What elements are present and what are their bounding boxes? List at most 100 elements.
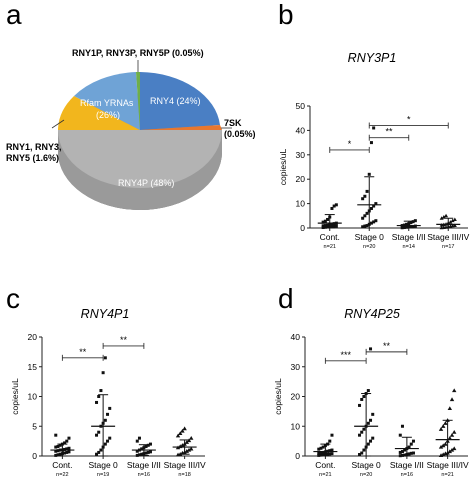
- y-tick-label: 0: [295, 451, 300, 461]
- data-point: [65, 447, 69, 451]
- data-point: [330, 433, 334, 437]
- data-point: [447, 406, 453, 410]
- data-point: [56, 453, 60, 457]
- data-point: [449, 397, 455, 402]
- data-point: [326, 452, 330, 456]
- data-point: [452, 388, 457, 393]
- data-point: [330, 452, 334, 456]
- data-point: [372, 204, 376, 208]
- data-point: [358, 453, 362, 457]
- data-point: [452, 430, 457, 434]
- data-point: [372, 126, 376, 130]
- data-point: [54, 449, 58, 453]
- data-point: [371, 412, 375, 416]
- data-point: [444, 213, 449, 218]
- data-point: [400, 450, 404, 454]
- data-point: [409, 442, 413, 446]
- data-point: [330, 206, 334, 210]
- pie-label-rny4: RNY4 (24%): [150, 96, 201, 106]
- data-point: [108, 406, 112, 410]
- x-tick-label: Stage 0: [88, 460, 118, 470]
- data-point: [360, 397, 364, 401]
- data-point: [441, 443, 446, 448]
- y-tick-label: 40: [291, 332, 301, 342]
- y-tick-label: 30: [291, 362, 301, 372]
- data-point: [365, 211, 369, 215]
- y-tick-label: 10: [296, 199, 306, 209]
- x-tick-label: Stage III/IV: [164, 460, 206, 470]
- data-point: [99, 448, 103, 452]
- panel-b-plot: RNY3P1 0 10 20 30 40 50 copies/uL Cont. n=21 Stage…: [278, 51, 470, 250]
- y-tick-label: 10: [291, 421, 301, 431]
- data-point: [360, 430, 364, 434]
- pie-chart: RNY1P, RNY3P, RNY5P (0.05%) RNY4 (24%) 7…: [6, 48, 256, 210]
- data-point: [54, 433, 58, 437]
- data-point: [189, 435, 194, 440]
- x-tick-label: Cont.: [52, 460, 72, 470]
- y-tick-label: 5: [32, 421, 37, 431]
- data-point: [67, 436, 71, 440]
- y-axis-label: copies/uL: [10, 378, 20, 415]
- x-tick-label: Stage 0: [351, 460, 381, 470]
- data-point: [135, 439, 139, 443]
- data-point: [369, 439, 373, 443]
- n-label: n=20: [360, 472, 372, 478]
- data-point: [67, 446, 71, 450]
- data-point: [180, 428, 185, 433]
- panel-letter-a: a: [6, 0, 22, 30]
- n-label: n=18: [178, 472, 190, 478]
- data-point: [332, 204, 336, 208]
- data-point: [323, 225, 327, 229]
- data-point: [407, 445, 411, 449]
- n-label: n=16: [401, 472, 413, 478]
- data-point: [106, 439, 110, 443]
- data-point: [321, 450, 325, 454]
- data-point: [323, 219, 327, 223]
- data-point: [360, 451, 364, 455]
- data-point: [407, 452, 411, 456]
- data-point: [363, 214, 367, 218]
- data-point: [54, 445, 58, 449]
- data-point: [184, 440, 190, 444]
- data-point: [358, 403, 362, 407]
- panel-title: RNY3P1: [348, 51, 397, 65]
- data-point: [137, 453, 141, 457]
- pie-label-rfam: Rfam YRNAs (26%): [80, 98, 136, 120]
- pie-label-rny135-line1: RNY1, RNY3,: [6, 142, 62, 152]
- data-point: [178, 431, 183, 435]
- data-point: [398, 450, 402, 454]
- data-point: [146, 443, 150, 447]
- data-point: [56, 444, 60, 448]
- data-point: [101, 371, 105, 375]
- significance-label: **: [383, 341, 391, 351]
- data-point: [65, 450, 69, 454]
- data-point: [439, 216, 444, 220]
- data-point: [97, 430, 101, 434]
- data-point: [321, 224, 325, 228]
- pie-label-7sk-line2: (0.05%): [224, 129, 256, 139]
- x-tick-label: Stage 0: [355, 232, 385, 242]
- data-point: [67, 450, 71, 454]
- data-point: [330, 225, 334, 229]
- panel-title: RNY4P25: [344, 307, 400, 321]
- data-point: [409, 225, 413, 229]
- data-point: [361, 197, 365, 201]
- data-point: [328, 449, 332, 453]
- y-tick-label: 50: [296, 101, 306, 111]
- data-point: [140, 452, 144, 456]
- data-point: [334, 203, 338, 207]
- data-point: [144, 451, 148, 455]
- pie-slice-rfam: [74, 72, 140, 130]
- data-point: [438, 444, 444, 449]
- data-point: [317, 447, 321, 451]
- data-point: [411, 451, 415, 455]
- significance-label: **: [79, 347, 87, 357]
- data-point: [334, 224, 338, 228]
- data-point: [438, 427, 444, 431]
- data-point: [398, 433, 402, 437]
- data-point: [63, 451, 67, 455]
- n-label: n=21: [319, 472, 331, 478]
- data-point: [189, 446, 194, 451]
- data-point: [372, 220, 376, 224]
- pie-label-rny135: RNY1, RNY3, RNY5 (1.6%): [6, 142, 64, 163]
